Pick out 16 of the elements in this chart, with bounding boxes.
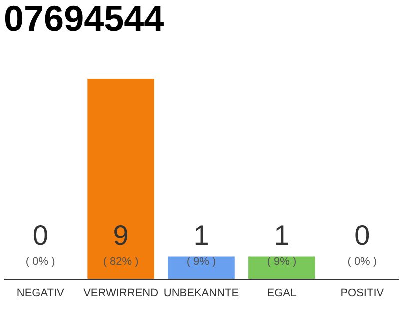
chart-title: 07694544: [4, 0, 164, 39]
annotation: ( 9% ): [186, 256, 216, 268]
x-tick-label: EGAL: [267, 288, 297, 300]
data-label: 1: [194, 220, 210, 251]
annotation: ( 0% ): [26, 256, 56, 268]
annotation: ( 82% ): [103, 256, 139, 268]
x-tick-label: NEGATIV: [16, 288, 65, 300]
x-tick-label: VERWIRREND: [84, 288, 159, 300]
data-label: 0: [354, 220, 370, 251]
annotation: ( 9% ): [267, 256, 297, 268]
data-label: 9: [113, 220, 129, 251]
x-tick-label: UNBEKANNTE: [164, 288, 240, 300]
data-label: 0: [32, 220, 48, 251]
data-label: 1: [274, 220, 290, 251]
x-tick-label: POSITIV: [340, 288, 385, 300]
annotation: ( 0% ): [348, 256, 378, 268]
